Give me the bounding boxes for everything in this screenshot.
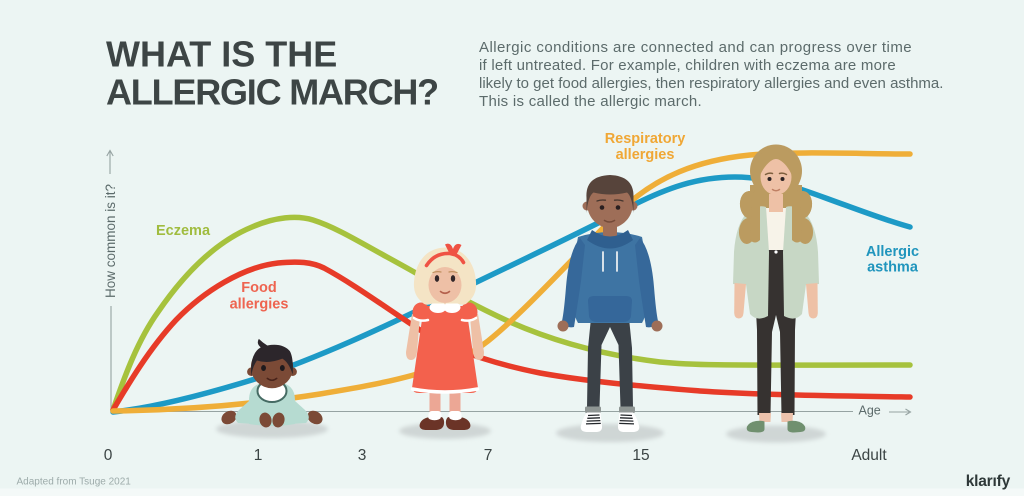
svg-text:allergies: allergies	[230, 297, 289, 313]
svg-text:Allergic conditions are connec: Allergic conditions are connected and ca…	[479, 39, 912, 56]
svg-text:Respiratory: Respiratory	[605, 131, 686, 147]
svg-text:How common is it?: How common is it?	[103, 184, 118, 298]
svg-text:This is called the allergic ma: This is called the allergic march.	[479, 93, 702, 110]
svg-text:if left untreated. For example: if left untreated. For example, children…	[479, 57, 896, 74]
svg-text:3: 3	[358, 447, 367, 464]
svg-text:15: 15	[632, 447, 649, 464]
svg-text:ALLERGIC MARCH?: ALLERGIC MARCH?	[106, 72, 438, 113]
svg-text:allergies: allergies	[616, 147, 675, 163]
svg-text:klarıfy: klarıfy	[966, 473, 1011, 490]
svg-text:0: 0	[104, 447, 113, 464]
svg-text:Food: Food	[241, 280, 276, 296]
svg-text:likely to get food allergies,: likely to get food allergies, then respi…	[479, 75, 943, 92]
svg-text:7: 7	[484, 447, 493, 464]
svg-text:Allergic: Allergic	[866, 244, 919, 260]
svg-text:Eczema: Eczema	[156, 223, 211, 239]
svg-text:WHAT IS THE: WHAT IS THE	[106, 34, 337, 75]
svg-text:Age: Age	[859, 404, 881, 418]
svg-text:Adapted from Tsuge 2021: Adapted from Tsuge 2021	[17, 477, 132, 488]
svg-text:Adult: Adult	[851, 447, 887, 464]
svg-text:asthma: asthma	[867, 260, 919, 276]
svg-text:1: 1	[254, 447, 263, 464]
